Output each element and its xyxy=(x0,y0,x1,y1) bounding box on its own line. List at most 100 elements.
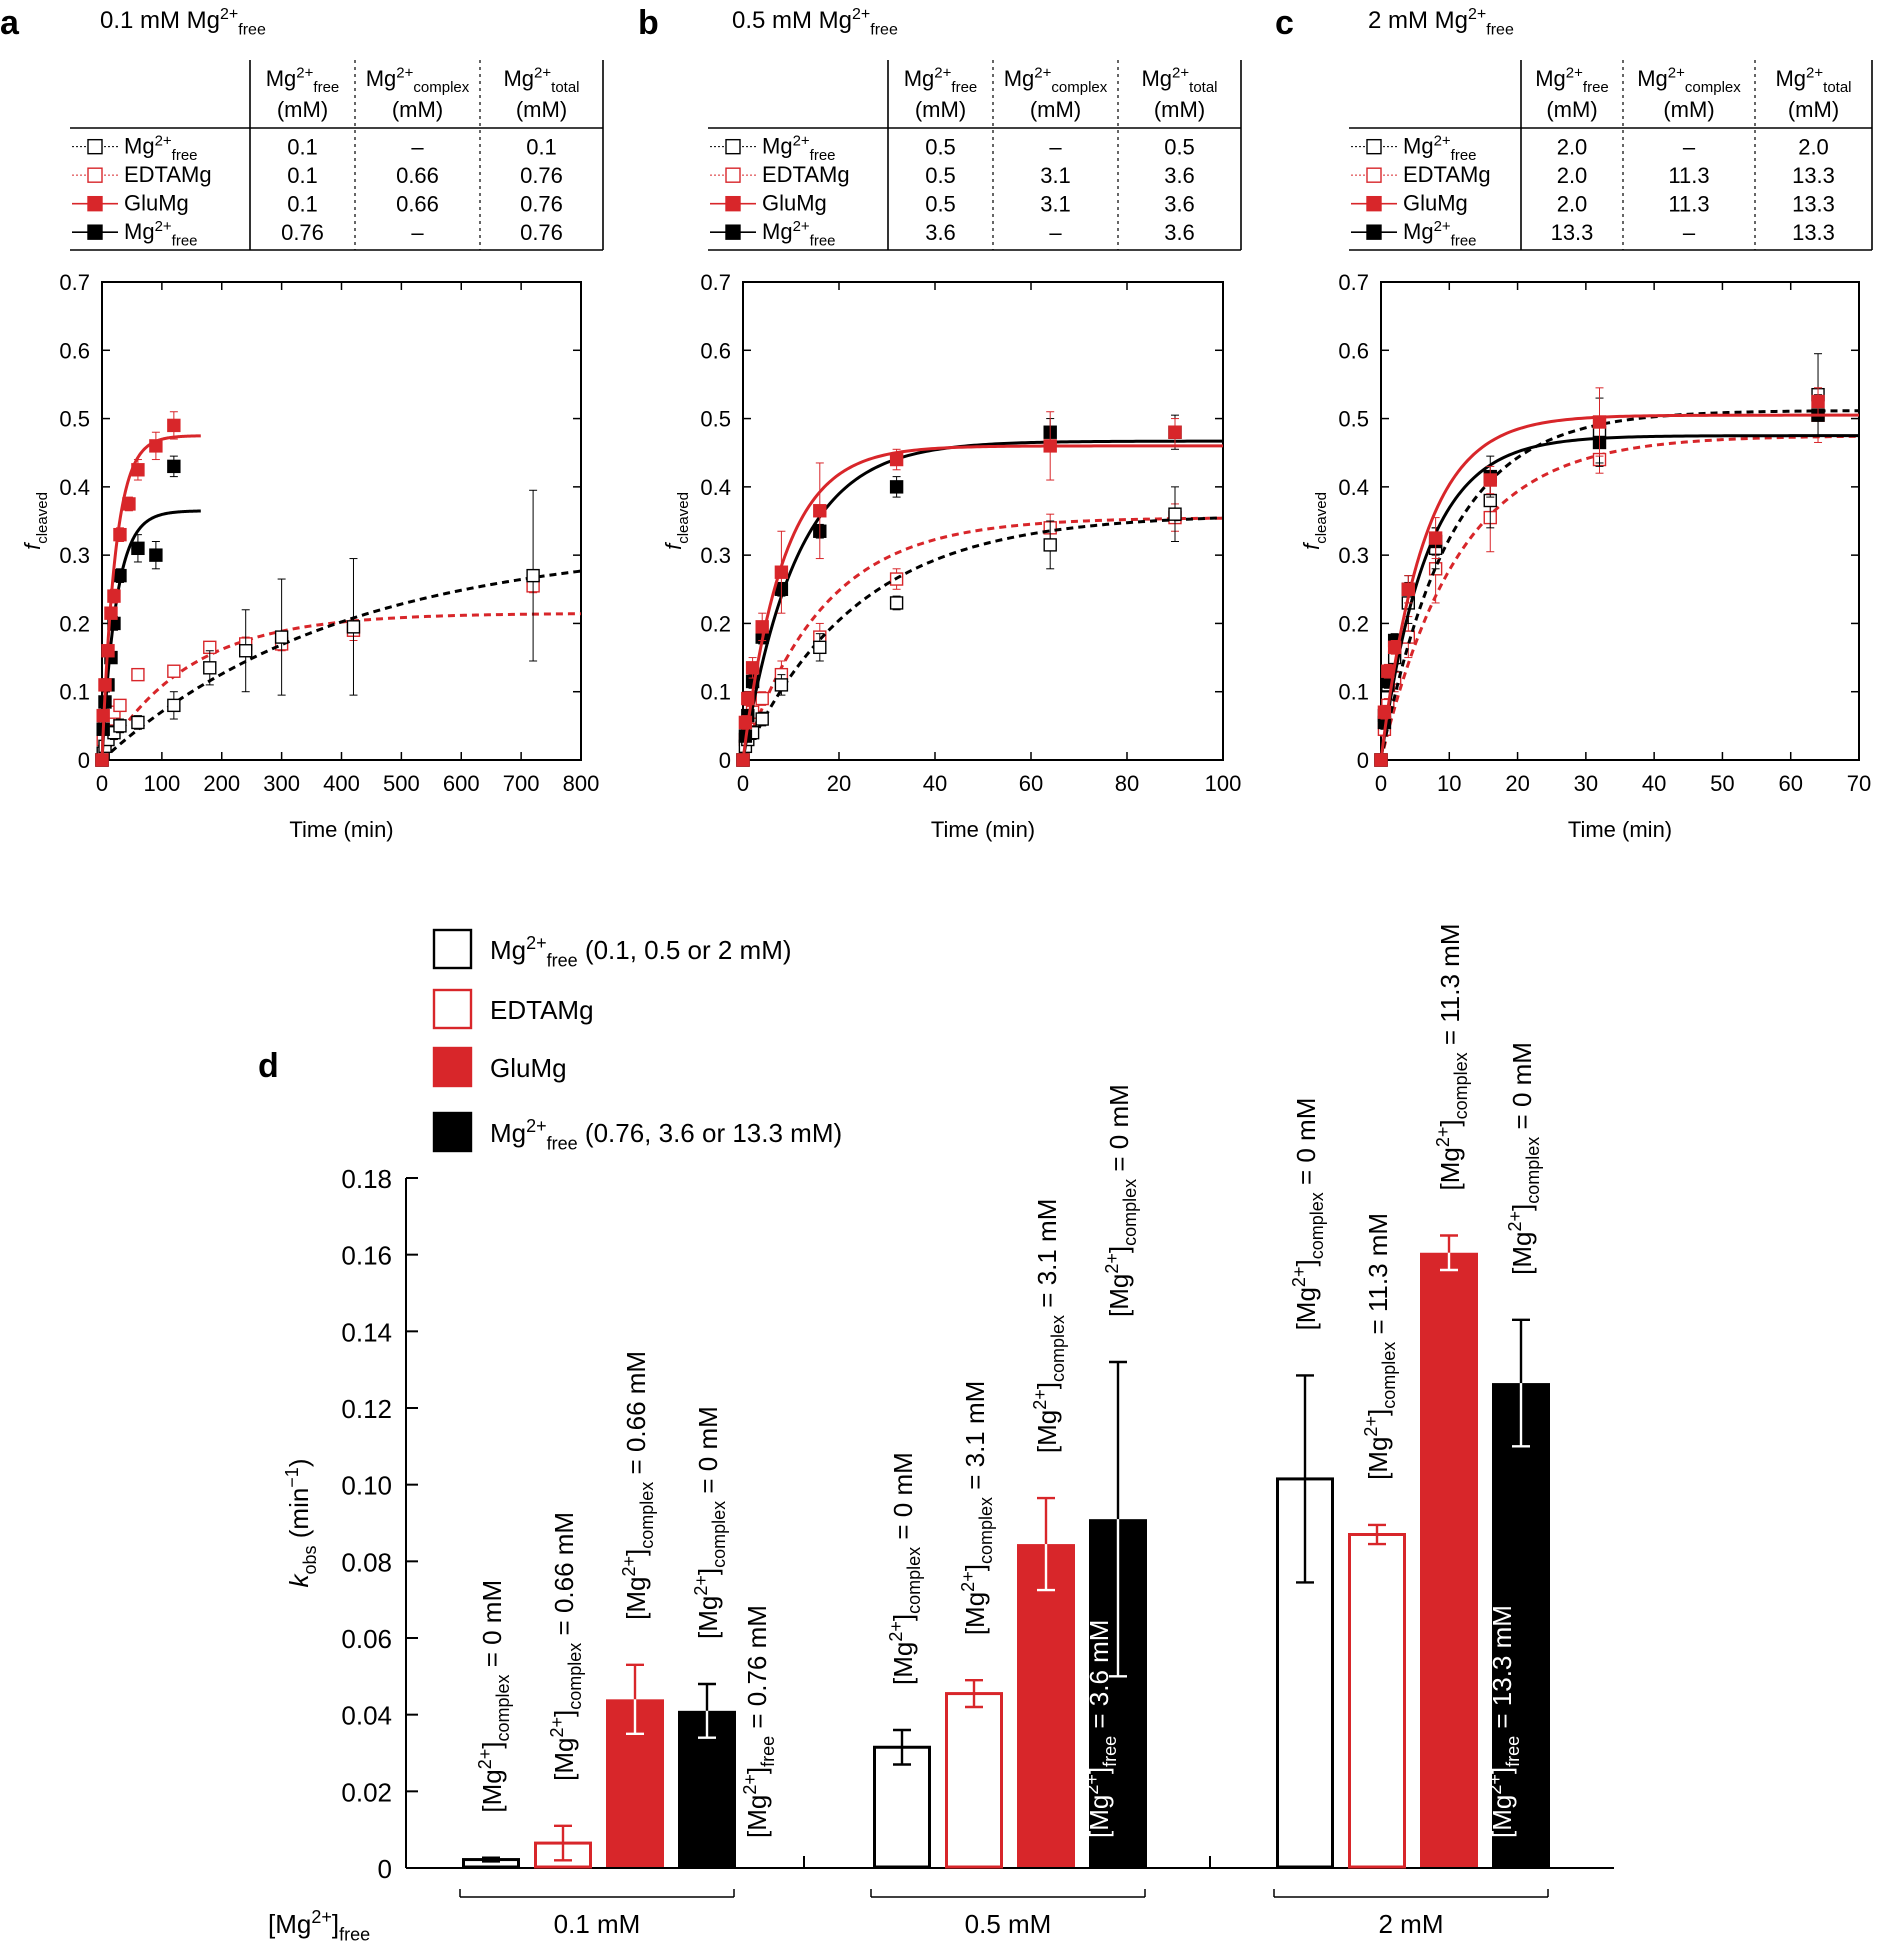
bar-annotation-text: [Mg2+]complex = 0 mM xyxy=(1289,1098,1327,1331)
bar-group-3: [Mg2+]complex = 0 mM [Mg2+]complex = 11.3… xyxy=(1273,924,1550,1939)
data-point xyxy=(113,527,127,542)
data-point xyxy=(745,661,760,675)
legend-marker xyxy=(725,224,741,240)
y-tick-label: 0.04 xyxy=(341,1701,392,1731)
free-annotation: [Mg2+]free = 13.3 mM xyxy=(1485,1605,1523,1838)
bar-annotation: [Mg2+]complex = 0 mM xyxy=(475,1580,513,1813)
table-cell: 0.1 xyxy=(287,135,318,160)
y-tick-label: 0.4 xyxy=(59,475,90,500)
data-point xyxy=(167,698,181,713)
data-point xyxy=(526,568,540,583)
bar xyxy=(1492,1383,1550,1867)
y-tick-label: 0.5 xyxy=(1338,407,1369,432)
panel-title: 0.5 mM Mg2+free xyxy=(732,6,898,39)
data-point xyxy=(774,565,789,579)
row-label: Mg2+free xyxy=(1403,132,1477,164)
panel-d: d Mg2+free (0.1, 0.5 or 2 mM) EDTAMg GluMg M… xyxy=(258,924,1614,1943)
data-point xyxy=(1381,664,1395,678)
data-point xyxy=(1168,507,1182,521)
bar-annotation: [Mg2+]complex = 0 mM xyxy=(1289,1098,1327,1331)
bar-annotation: [Mg2+]complex = 0 mM xyxy=(1505,1042,1543,1275)
y-tick-label: 0.1 xyxy=(1338,680,1369,705)
series-filled-red xyxy=(95,411,201,767)
data-point xyxy=(736,753,750,767)
bar-annotation-text: [Mg2+]complex = 3.1 mM xyxy=(958,1381,996,1635)
legend-marker xyxy=(87,224,103,240)
y-tick-label: 0.14 xyxy=(341,1317,392,1347)
data-point xyxy=(889,480,904,494)
table-header-unit: (mM) xyxy=(516,97,567,122)
fit-curve xyxy=(1379,409,1860,761)
series-open-red xyxy=(1374,387,1860,767)
table-header: Mg2+free xyxy=(266,65,340,97)
y-tick-label: 0.10 xyxy=(341,1471,392,1501)
bar-annotation-text: [Mg2+]complex = 0 mM xyxy=(691,1406,729,1639)
table-cell: 0.76 xyxy=(520,220,563,245)
y-tick-label: 0 xyxy=(1357,748,1369,773)
bar-annotation-text: [Mg2+]complex = 0 mM xyxy=(475,1580,513,1813)
x-axis-label: Time (min) xyxy=(1568,817,1672,842)
series-open-red xyxy=(95,578,582,767)
data-point xyxy=(131,667,145,682)
table-cell: 0.76 xyxy=(520,163,563,188)
panel-letter: d xyxy=(258,1047,279,1085)
x-tick-label: 40 xyxy=(923,771,947,796)
table-header: Mg2+complex xyxy=(1004,65,1108,97)
data-point xyxy=(1374,753,1388,767)
table-cell: 2.0 xyxy=(1557,192,1588,217)
row-label: GluMg xyxy=(762,191,827,216)
group-label: 0.5 mM xyxy=(965,1909,1052,1939)
x-tick-label: 50 xyxy=(1710,771,1734,796)
table-header: Mg2+total xyxy=(503,65,579,97)
data-table: Mg2+free(mM)Mg2+complex(mM)Mg2+total(mM)… xyxy=(70,60,604,251)
y-tick-label: 0.3 xyxy=(59,543,90,568)
data-point xyxy=(167,664,181,678)
table-cell: – xyxy=(411,220,424,245)
legend-marker xyxy=(725,138,741,155)
fit-curve xyxy=(100,569,582,762)
table-header: Mg2+total xyxy=(1141,65,1217,97)
legend-marker xyxy=(725,195,741,212)
bar-annotation-text: [Mg2+]complex = 0 mM xyxy=(1505,1042,1543,1275)
data-point xyxy=(149,548,163,562)
y-tick-label: 0.1 xyxy=(59,680,90,705)
table-cell: 3.1 xyxy=(1040,163,1071,188)
data-point xyxy=(98,678,112,692)
y-axis-label: fcleaved xyxy=(1299,492,1330,550)
table-cell: 11.3 xyxy=(1668,163,1709,188)
fit-curve xyxy=(741,444,1223,761)
row-label: EDTAMg xyxy=(1403,162,1491,187)
panel-b: b 0.5 mM Mg2+freeMg2+free(mM)Mg2+complex(… xyxy=(638,4,1242,842)
bar-annotation: [Mg2+]complex = 0 mM xyxy=(886,1452,924,1685)
bar-annotation: [Mg2+]complex = 0.66 mM xyxy=(619,1351,657,1620)
table-cell: – xyxy=(1049,135,1062,160)
data-point xyxy=(113,568,127,583)
data-point xyxy=(104,606,118,620)
y-tick-label: 0.6 xyxy=(700,338,731,363)
row-label: Mg2+free xyxy=(124,132,198,164)
data-point xyxy=(149,439,163,453)
bar-group-1: [Mg2+]complex = 0 mM [Mg2+]complex = 0.66… xyxy=(459,1351,778,1939)
table-header: Mg2+complex xyxy=(1637,65,1741,97)
y-tick-label: 0.7 xyxy=(700,270,731,295)
bar-annotation-text: [Mg2+]complex = 0.66 mM xyxy=(619,1351,657,1620)
data-point xyxy=(755,620,769,634)
bar-group-2: [Mg2+]complex = 0 mM [Mg2+]complex = 3.1 … xyxy=(870,1084,1147,1939)
series-filled-red xyxy=(1374,387,1859,767)
table-cell: 3.6 xyxy=(1164,220,1195,245)
table-cell: 0.5 xyxy=(925,163,956,188)
row-label: Mg2+free xyxy=(124,218,198,250)
data-point xyxy=(167,459,181,474)
legend-marker xyxy=(87,138,103,155)
y-tick-label: 0.06 xyxy=(341,1624,392,1654)
data-point xyxy=(1043,538,1057,552)
y-axis-label-text: fcleaved xyxy=(1299,492,1330,550)
y-tick-label: 0.5 xyxy=(59,407,90,432)
x-tick-label: 800 xyxy=(563,771,600,796)
data-point xyxy=(101,644,115,658)
x-tick-label: 0 xyxy=(737,771,749,796)
row-label: GluMg xyxy=(124,191,189,216)
table-header-unit: (mM) xyxy=(277,97,328,122)
plot-frame xyxy=(101,281,582,761)
